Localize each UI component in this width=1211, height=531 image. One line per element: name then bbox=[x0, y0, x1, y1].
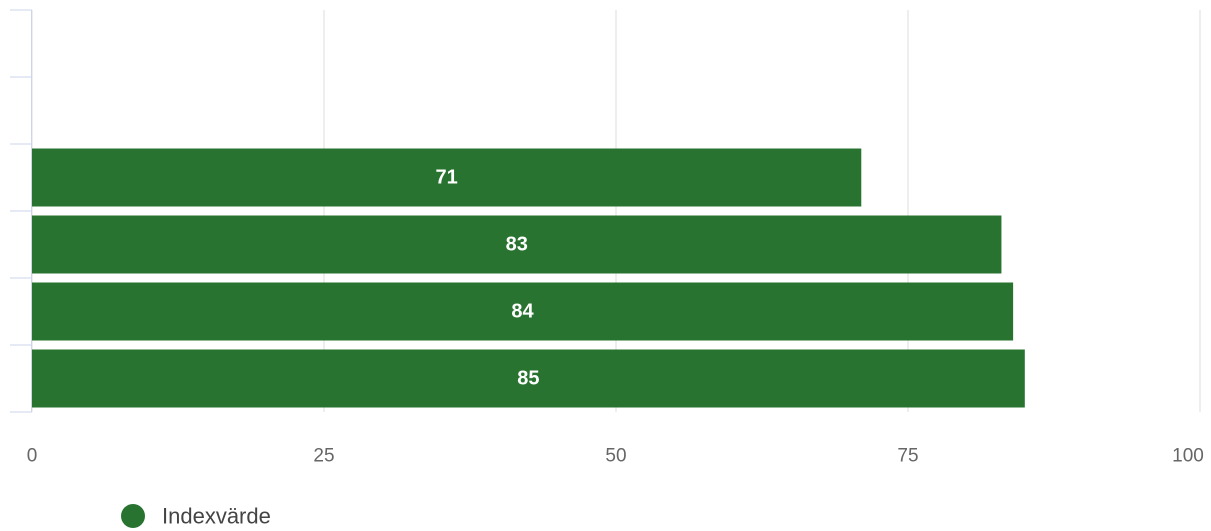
bar-series bbox=[32, 148, 1025, 408]
legend[interactable]: Indexvärde bbox=[121, 504, 271, 529]
x-tick-label: 25 bbox=[313, 446, 334, 467]
data-labels: 71 83 84 85 bbox=[436, 167, 540, 390]
x-tick-label: 0 bbox=[27, 446, 38, 467]
data-label: 85 bbox=[517, 368, 539, 390]
data-label: 84 bbox=[511, 301, 534, 323]
legend-marker-icon[interactable] bbox=[121, 504, 145, 528]
x-axis-ticks: 0 25 50 75 100 bbox=[27, 446, 1204, 467]
bar[interactable] bbox=[32, 349, 1025, 408]
x-tick-label: 50 bbox=[605, 446, 626, 467]
x-tick-label: 75 bbox=[897, 446, 918, 467]
category-axis bbox=[10, 9, 32, 413]
data-label: 83 bbox=[506, 234, 528, 256]
bar[interactable] bbox=[32, 215, 1002, 274]
bar[interactable] bbox=[32, 282, 1014, 341]
legend-label[interactable]: Indexvärde bbox=[162, 504, 271, 529]
bar[interactable] bbox=[32, 148, 862, 207]
x-tick-label: 100 bbox=[1172, 446, 1204, 467]
data-label: 71 bbox=[436, 167, 458, 189]
